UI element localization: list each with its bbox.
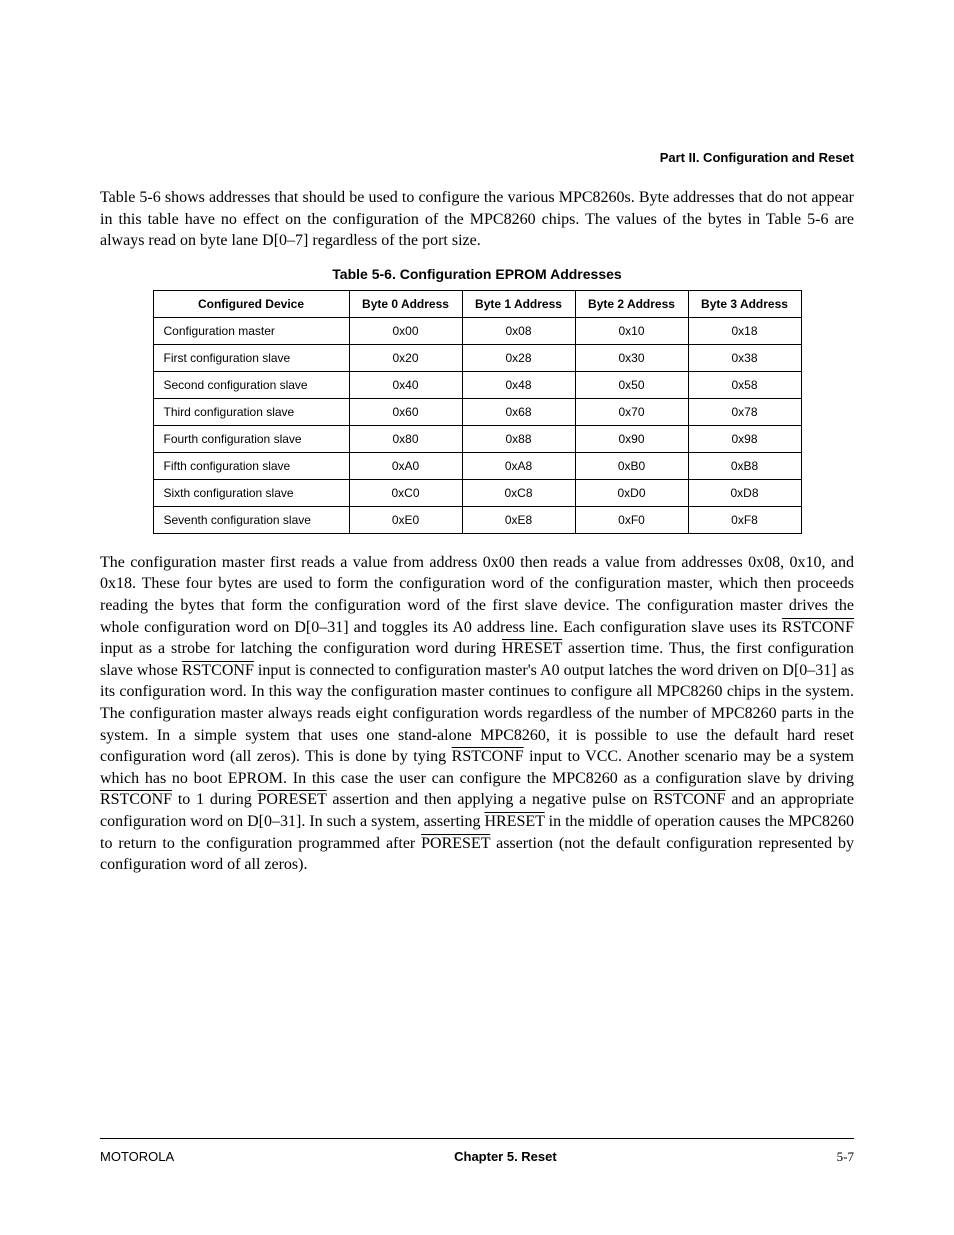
- signal-name: RSTCONF: [452, 748, 524, 765]
- signal-name: RSTCONF: [782, 619, 854, 636]
- cell-address: 0x10: [575, 317, 688, 344]
- cell-address: 0x20: [349, 344, 462, 371]
- cell-address: 0x38: [688, 344, 801, 371]
- intro-paragraph: Table 5-6 shows addresses that should be…: [100, 187, 854, 252]
- cell-address: 0x28: [462, 344, 575, 371]
- cell-address: 0x50: [575, 371, 688, 398]
- table-caption: Table 5-6. Configuration EPROM Addresses: [100, 266, 854, 282]
- table-row: Fifth configuration slave0xA00xA80xB00xB…: [153, 452, 801, 479]
- table-row: Seventh configuration slave0xE00xE80xF00…: [153, 506, 801, 533]
- table-row: First configuration slave0x200x280x300x3…: [153, 344, 801, 371]
- table-row: Fourth configuration slave0x800x880x900x…: [153, 425, 801, 452]
- cell-address: 0xA8: [462, 452, 575, 479]
- page-footer: MOTOROLA Chapter 5. Reset 5-7: [100, 1138, 854, 1165]
- cell-device: First configuration slave: [153, 344, 349, 371]
- footer-rule: [100, 1138, 854, 1139]
- col-byte1: Byte 1 Address: [462, 290, 575, 317]
- cell-address: 0xE0: [349, 506, 462, 533]
- explanation-paragraph: The configuration master first reads a v…: [100, 552, 854, 876]
- cell-address: 0x48: [462, 371, 575, 398]
- col-byte3: Byte 3 Address: [688, 290, 801, 317]
- eprom-address-table: Configured Device Byte 0 Address Byte 1 …: [153, 290, 802, 534]
- signal-name: RSTCONF: [653, 791, 725, 808]
- cell-address: 0xF0: [575, 506, 688, 533]
- cell-address: 0x78: [688, 398, 801, 425]
- cell-device: Second configuration slave: [153, 371, 349, 398]
- cell-address: 0x80: [349, 425, 462, 452]
- cell-address: 0x68: [462, 398, 575, 425]
- signal-name: HRESET: [484, 813, 544, 830]
- cell-device: Seventh configuration slave: [153, 506, 349, 533]
- cell-address: 0xB0: [575, 452, 688, 479]
- table-row: Third configuration slave0x600x680x700x7…: [153, 398, 801, 425]
- cell-address: 0x18: [688, 317, 801, 344]
- col-byte2: Byte 2 Address: [575, 290, 688, 317]
- cell-address: 0x88: [462, 425, 575, 452]
- signal-name: RSTCONF: [182, 662, 254, 679]
- cell-address: 0xC0: [349, 479, 462, 506]
- table-header-row: Configured Device Byte 0 Address Byte 1 …: [153, 290, 801, 317]
- cell-address: 0x90: [575, 425, 688, 452]
- cell-address: 0xE8: [462, 506, 575, 533]
- table-row: Second configuration slave0x400x480x500x…: [153, 371, 801, 398]
- table-row: Sixth configuration slave0xC00xC80xD00xD…: [153, 479, 801, 506]
- cell-device: Third configuration slave: [153, 398, 349, 425]
- cell-address: 0xF8: [688, 506, 801, 533]
- cell-address: 0x60: [349, 398, 462, 425]
- cell-address: 0xB8: [688, 452, 801, 479]
- signal-name: RSTCONF: [100, 791, 172, 808]
- cell-device: Fifth configuration slave: [153, 452, 349, 479]
- cell-address: 0xC8: [462, 479, 575, 506]
- page: Part II. Configuration and Reset Table 5…: [0, 0, 954, 1235]
- col-byte0: Byte 0 Address: [349, 290, 462, 317]
- cell-address: 0x40: [349, 371, 462, 398]
- signal-name: PORESET: [258, 791, 327, 808]
- cell-address: 0xA0: [349, 452, 462, 479]
- cell-address: 0x00: [349, 317, 462, 344]
- cell-address: 0x58: [688, 371, 801, 398]
- cell-device: Sixth configuration slave: [153, 479, 349, 506]
- cell-address: 0xD0: [575, 479, 688, 506]
- footer-page-number: 5-7: [837, 1149, 854, 1165]
- col-device: Configured Device: [153, 290, 349, 317]
- cell-address: 0x70: [575, 398, 688, 425]
- cell-address: 0x98: [688, 425, 801, 452]
- cell-address: 0x08: [462, 317, 575, 344]
- part-header: Part II. Configuration and Reset: [100, 150, 854, 165]
- cell-device: Fourth configuration slave: [153, 425, 349, 452]
- cell-address: 0x30: [575, 344, 688, 371]
- table-row: Configuration master0x000x080x100x18: [153, 317, 801, 344]
- cell-address: 0xD8: [688, 479, 801, 506]
- signal-name: PORESET: [421, 835, 490, 852]
- footer-vendor: MOTOROLA: [100, 1149, 174, 1165]
- footer-chapter: Chapter 5. Reset: [454, 1149, 557, 1165]
- cell-device: Configuration master: [153, 317, 349, 344]
- signal-name: HRESET: [502, 640, 562, 657]
